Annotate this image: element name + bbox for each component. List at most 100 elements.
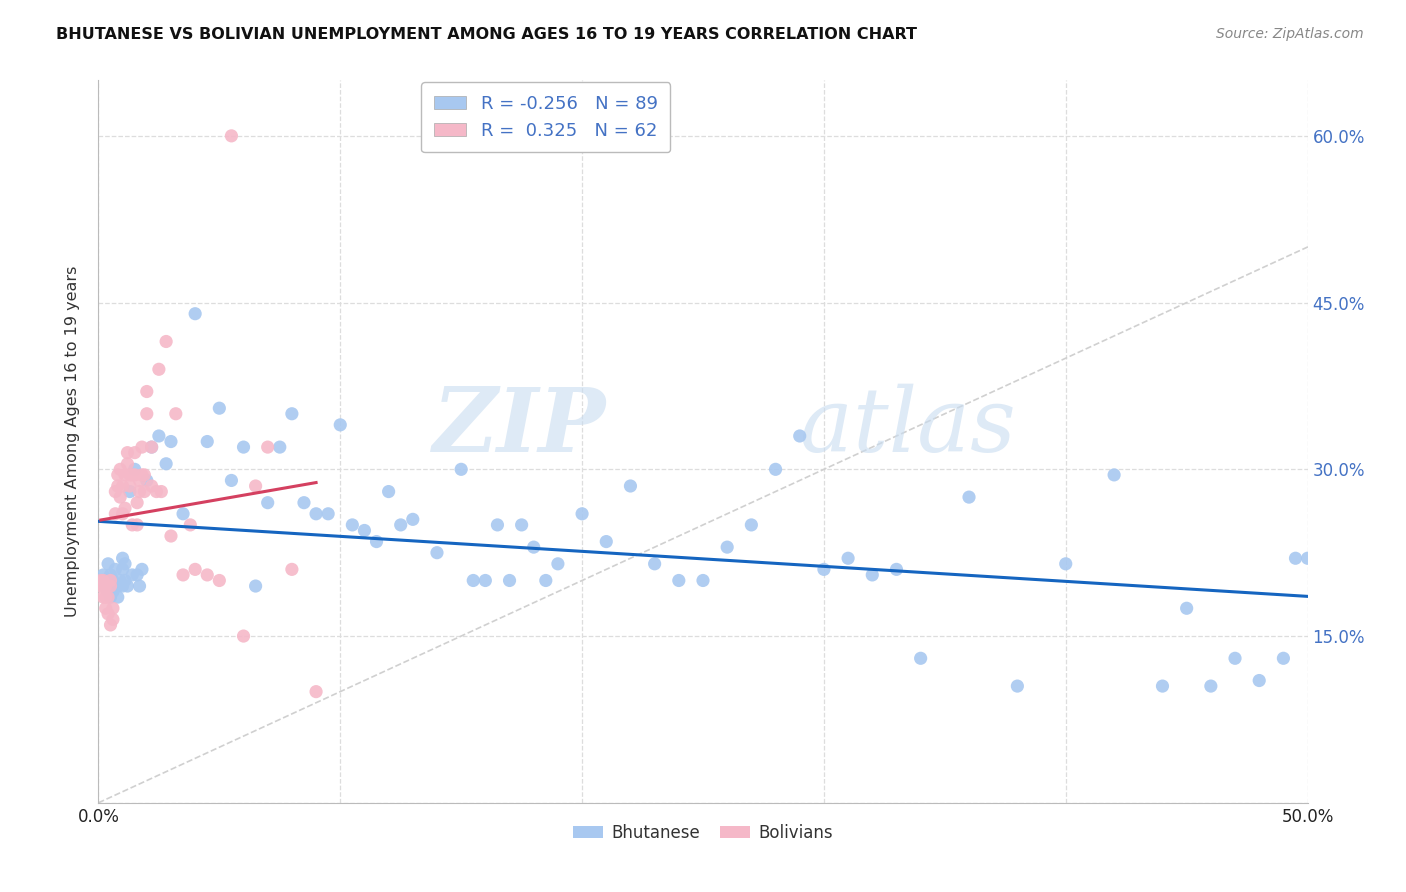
Point <box>118 479 141 493</box>
Point <box>221 128 243 143</box>
Point <box>837 551 859 566</box>
Point <box>498 574 520 588</box>
Point <box>155 457 177 471</box>
Point <box>232 440 254 454</box>
Point <box>104 484 127 499</box>
Point <box>108 490 131 504</box>
Point <box>124 462 146 476</box>
Point <box>128 474 150 488</box>
Point <box>111 507 134 521</box>
Point <box>195 568 218 582</box>
Point <box>155 334 177 349</box>
Point <box>486 517 509 532</box>
Point <box>292 496 315 510</box>
Point <box>208 401 231 416</box>
Point <box>860 568 883 582</box>
Text: Source: ZipAtlas.com: Source: ZipAtlas.com <box>1216 27 1364 41</box>
Point <box>101 601 124 615</box>
Point <box>150 484 173 499</box>
Point <box>127 496 149 510</box>
Point <box>107 590 129 604</box>
Point <box>121 568 143 582</box>
Point <box>148 429 170 443</box>
Point <box>547 557 569 571</box>
Point <box>389 517 412 532</box>
Point <box>117 579 139 593</box>
Point <box>534 574 557 588</box>
Point <box>1175 601 1198 615</box>
Point <box>172 568 194 582</box>
Point <box>134 467 156 482</box>
Point <box>595 534 617 549</box>
Point <box>474 574 496 588</box>
Point <box>316 507 339 521</box>
Point <box>1272 651 1295 665</box>
Point <box>141 440 163 454</box>
Point <box>94 590 117 604</box>
Point <box>145 484 167 499</box>
Point <box>91 574 114 588</box>
Point <box>114 557 136 571</box>
Point <box>245 479 267 493</box>
Point <box>104 562 127 576</box>
Point <box>104 507 127 521</box>
Point <box>148 362 170 376</box>
Point <box>740 517 762 532</box>
Point <box>269 440 291 454</box>
Point <box>141 479 163 493</box>
Point <box>94 601 117 615</box>
Point <box>221 474 243 488</box>
Point <box>141 440 163 454</box>
Point <box>366 534 388 549</box>
Point <box>100 618 122 632</box>
Point <box>1054 557 1077 571</box>
Point <box>91 568 114 582</box>
Point <box>426 546 449 560</box>
Point <box>121 467 143 482</box>
Point <box>107 579 129 593</box>
Point <box>910 651 932 665</box>
Point <box>886 562 908 576</box>
Point <box>114 574 136 588</box>
Point <box>118 484 141 499</box>
Point <box>131 562 153 576</box>
Point <box>128 579 150 593</box>
Point <box>329 417 352 432</box>
Point <box>100 579 122 593</box>
Point <box>377 484 399 499</box>
Point <box>117 457 139 471</box>
Point <box>256 440 278 454</box>
Point <box>100 579 122 593</box>
Point <box>104 579 127 593</box>
Point <box>165 407 187 421</box>
Point <box>256 496 278 510</box>
Point <box>108 574 131 588</box>
Point <box>450 462 472 476</box>
Point <box>90 579 112 593</box>
Point <box>668 574 690 588</box>
Point <box>1007 679 1029 693</box>
Point <box>97 607 120 621</box>
Point <box>94 579 117 593</box>
Point <box>957 490 980 504</box>
Point <box>463 574 485 588</box>
Point <box>128 484 150 499</box>
Point <box>281 562 304 576</box>
Point <box>135 384 157 399</box>
Point <box>245 579 267 593</box>
Point <box>208 574 231 588</box>
Point <box>184 307 207 321</box>
Point <box>101 574 124 588</box>
Point <box>134 484 156 499</box>
Point <box>1199 679 1222 693</box>
Point <box>124 467 146 482</box>
Point <box>184 562 207 576</box>
Point <box>100 590 122 604</box>
Point <box>644 557 666 571</box>
Text: BHUTANESE VS BOLIVIAN UNEMPLOYMENT AMONG AGES 16 TO 19 YEARS CORRELATION CHART: BHUTANESE VS BOLIVIAN UNEMPLOYMENT AMONG… <box>56 27 917 42</box>
Point <box>135 474 157 488</box>
Point <box>1223 651 1246 665</box>
Point <box>101 584 124 599</box>
Point <box>111 579 134 593</box>
Point <box>107 479 129 493</box>
